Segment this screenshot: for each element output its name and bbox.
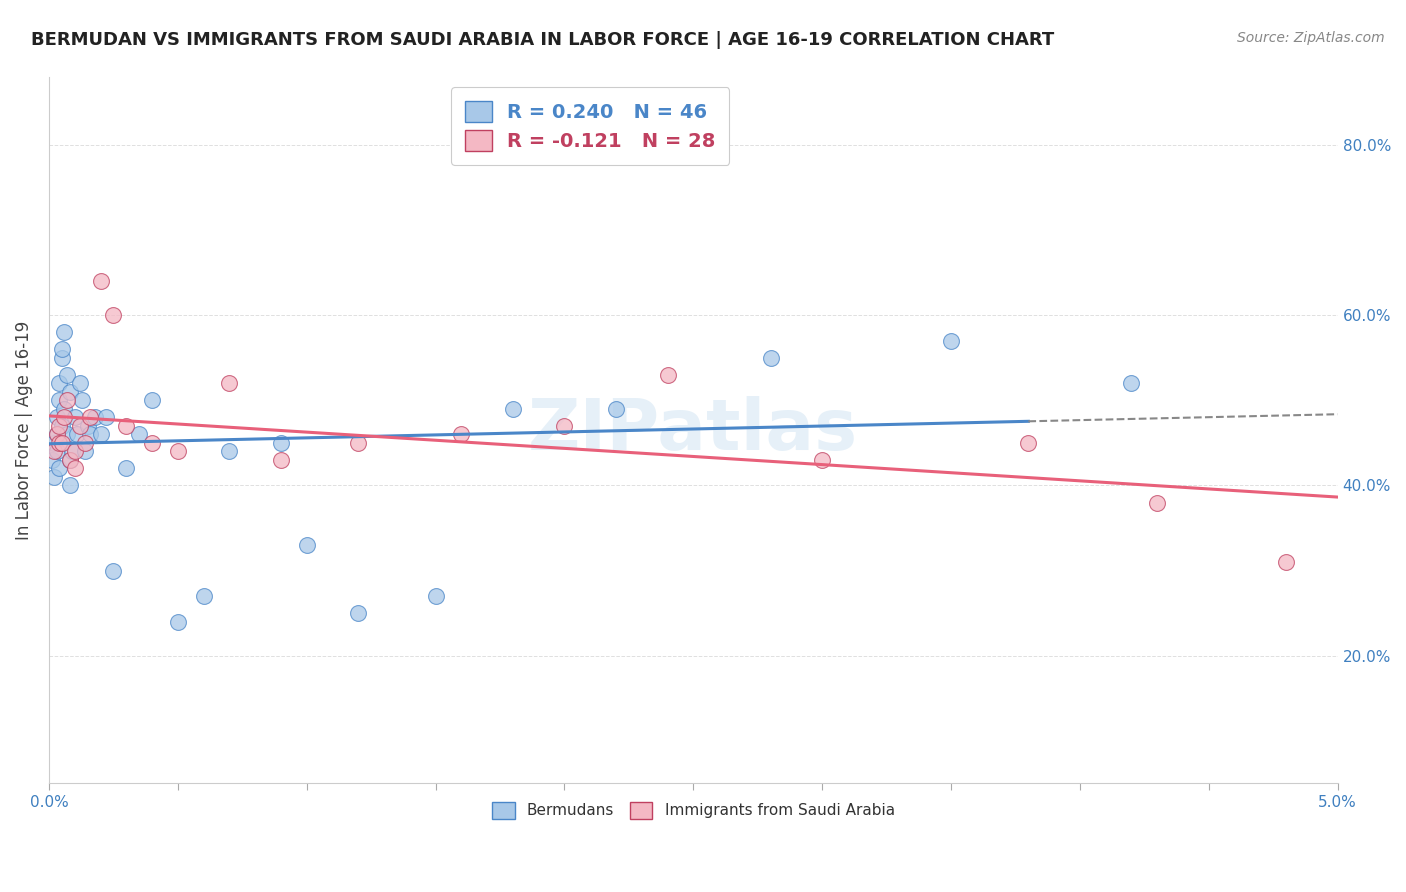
Point: [48, 393, 70, 408]
Point: [1275, 555, 1298, 569]
Point: [42, 470, 65, 484]
Point: [553, 419, 575, 434]
Point: [53, 410, 76, 425]
Point: [502, 402, 524, 417]
Point: [48, 419, 70, 434]
Point: [347, 436, 370, 450]
Point: [60, 444, 83, 458]
Point: [48, 376, 70, 391]
Point: [193, 589, 215, 603]
Point: [63, 461, 86, 475]
Point: [450, 427, 472, 442]
Point: [63, 444, 86, 458]
Point: [103, 564, 125, 578]
Point: [51, 419, 73, 434]
Point: [270, 453, 292, 467]
Point: [56, 427, 79, 442]
Point: [1146, 495, 1168, 509]
Y-axis label: In Labor Force | Age 16-19: In Labor Force | Age 16-19: [15, 320, 32, 540]
Point: [425, 589, 447, 603]
Point: [605, 402, 627, 417]
Point: [69, 376, 91, 391]
Point: [51, 343, 73, 357]
Point: [94, 410, 117, 425]
Point: [56, 393, 79, 408]
Point: [51, 436, 73, 450]
Point: [141, 393, 163, 408]
Point: [218, 376, 240, 391]
Point: [141, 436, 163, 450]
Point: [939, 334, 962, 348]
Point: [295, 538, 318, 552]
Point: [41, 453, 63, 467]
Point: [58, 453, 80, 467]
Point: [48, 436, 70, 450]
Point: [128, 427, 150, 442]
Point: [53, 326, 76, 340]
Point: [58, 384, 80, 399]
Point: [79, 410, 101, 425]
Point: [1017, 436, 1039, 450]
Point: [51, 351, 73, 365]
Point: [45, 444, 67, 458]
Point: [115, 461, 138, 475]
Point: [115, 419, 138, 434]
Point: [89, 275, 111, 289]
Text: BERMUDAN VS IMMIGRANTS FROM SAUDI ARABIA IN LABOR FORCE | AGE 16-19 CORRELATION : BERMUDAN VS IMMIGRANTS FROM SAUDI ARABIA…: [31, 31, 1054, 49]
Point: [89, 427, 111, 442]
Point: [58, 478, 80, 492]
Point: [69, 419, 91, 434]
Point: [1121, 376, 1143, 391]
Point: [45, 427, 67, 442]
Point: [66, 427, 89, 442]
Point: [84, 410, 107, 425]
Point: [63, 410, 86, 425]
Point: [48, 461, 70, 475]
Point: [657, 368, 679, 382]
Point: [72, 393, 94, 408]
Point: [218, 444, 240, 458]
Text: ZIPatlas: ZIPatlas: [529, 396, 859, 465]
Point: [270, 436, 292, 450]
Point: [166, 444, 188, 458]
Point: [759, 351, 782, 365]
Point: [45, 410, 67, 425]
Point: [56, 368, 79, 382]
Point: [811, 453, 834, 467]
Legend: Bermudans, Immigrants from Saudi Arabia: Bermudans, Immigrants from Saudi Arabia: [485, 796, 901, 825]
Point: [347, 606, 370, 620]
Point: [45, 427, 67, 442]
Point: [42, 444, 65, 458]
Point: [76, 419, 98, 434]
Point: [53, 402, 76, 417]
Point: [166, 615, 188, 629]
Point: [79, 427, 101, 442]
Point: [58, 453, 80, 467]
Point: [103, 309, 125, 323]
Point: [73, 444, 96, 458]
Text: Source: ZipAtlas.com: Source: ZipAtlas.com: [1237, 31, 1385, 45]
Point: [73, 436, 96, 450]
Point: [42, 436, 65, 450]
